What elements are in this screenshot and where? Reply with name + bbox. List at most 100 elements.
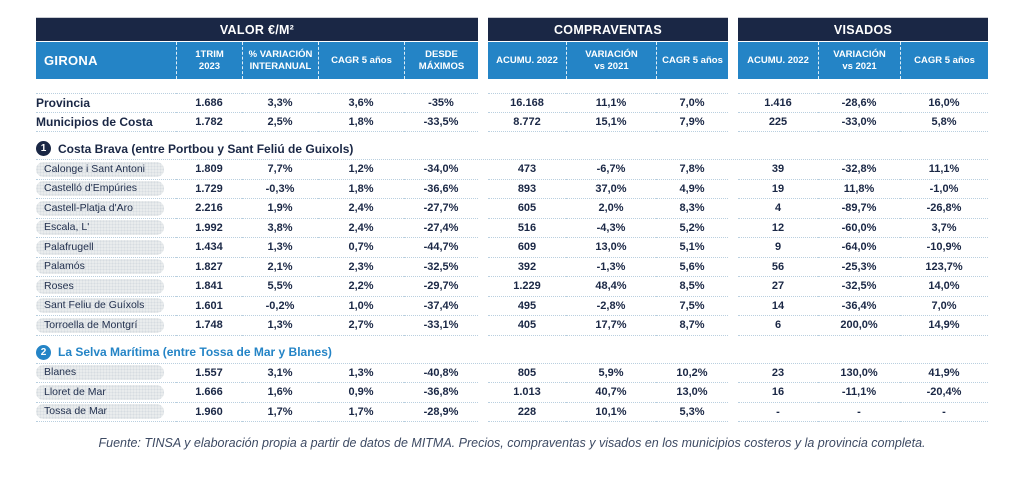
group-gap xyxy=(728,199,738,219)
cell-visados-2: 5,8% xyxy=(900,113,988,132)
cell-valor-3: -29,7% xyxy=(404,277,478,297)
cell-compraventas-1: -4,3% xyxy=(566,219,656,238)
cell-valor-1: 1,3% xyxy=(242,316,318,336)
cell-valor-1: 3,1% xyxy=(242,364,318,383)
cell-compraventas-0: 495 xyxy=(488,297,566,316)
cell-compraventas-0: 16.168 xyxy=(488,93,566,113)
cell-compraventas-2: 7,8% xyxy=(656,160,728,180)
cell-compraventas-2: 7,5% xyxy=(656,297,728,316)
cell-visados-0: 27 xyxy=(738,277,818,297)
cell-compraventas-2: 8,3% xyxy=(656,199,728,219)
municipality-pill: Calonge i Sant Antoni xyxy=(36,161,164,177)
cell-valor-3: -34,0% xyxy=(404,160,478,180)
cell-compraventas-2: 5,2% xyxy=(656,219,728,238)
municipality-pill: Castelló d'Empúries xyxy=(36,181,164,197)
section-title: Costa Brava (entre Portbou y Sant Feliú … xyxy=(58,141,354,156)
cell-visados-1: - xyxy=(818,403,900,422)
cell-compraventas-2: 13,0% xyxy=(656,383,728,403)
row-label: Sant Feliu de Guíxols xyxy=(36,297,176,316)
cell-compraventas-1: 40,7% xyxy=(566,383,656,403)
group-gap xyxy=(728,112,738,132)
cell-compraventas-1: -2,8% xyxy=(566,297,656,316)
cell-valor-2: 1,8% xyxy=(318,113,404,132)
cell-valor-3: -36,8% xyxy=(404,383,478,403)
group-header-visados: VISADOS xyxy=(738,17,988,41)
cell-valor-1: 1,6% xyxy=(242,383,318,403)
cell-compraventas-2: 5,3% xyxy=(656,403,728,422)
cell-compraventas-0: 228 xyxy=(488,403,566,422)
cell-compraventas-2: 8,5% xyxy=(656,277,728,297)
cell-compraventas-1: -1,3% xyxy=(566,258,656,277)
cell-visados-1: -33,0% xyxy=(818,113,900,132)
cell-valor-3: -33,1% xyxy=(404,316,478,336)
cell-compraventas-1: 13,0% xyxy=(566,238,656,258)
column-header-1trim-2023: 1TRIM 2023 xyxy=(176,42,242,79)
cell-visados-1: -60,0% xyxy=(818,219,900,238)
municipality-pill: Palamós xyxy=(36,259,164,275)
cell-visados-2: 14,0% xyxy=(900,277,988,297)
cell-compraventas-0: 605 xyxy=(488,199,566,219)
cell-valor-0: 1.686 xyxy=(176,93,242,113)
cell-visados-0: 16 xyxy=(738,383,818,403)
group-gap xyxy=(728,316,738,336)
row-label: Roses xyxy=(36,277,176,297)
cell-valor-0: 1.601 xyxy=(176,297,242,316)
group-gap xyxy=(728,93,738,113)
cell-compraventas-2: 7,0% xyxy=(656,93,728,113)
cell-visados-0: 56 xyxy=(738,258,818,277)
cell-valor-0: 1.434 xyxy=(176,238,242,258)
row-label: Blanes xyxy=(36,364,176,383)
group-gap xyxy=(728,17,738,41)
municipality-pill: Blanes xyxy=(36,365,164,381)
cell-visados-2: 41,9% xyxy=(900,364,988,383)
cell-valor-0: 2.216 xyxy=(176,199,242,219)
cell-valor-2: 1,8% xyxy=(318,180,404,199)
cell-compraventas-1: 37,0% xyxy=(566,180,656,199)
row-label: Lloret de Mar xyxy=(36,383,176,403)
cell-visados-2: 7,0% xyxy=(900,297,988,316)
section-header: 1 Costa Brava (entre Portbou y Sant Feliú… xyxy=(36,140,988,160)
cell-compraventas-0: 1.013 xyxy=(488,383,566,403)
row-label: Escala, L' xyxy=(36,219,176,238)
group-gap xyxy=(478,402,488,422)
cell-visados-0: 4 xyxy=(738,199,818,219)
cell-compraventas-0: 893 xyxy=(488,180,566,199)
group-gap xyxy=(478,218,488,238)
cell-valor-1: 3,8% xyxy=(242,219,318,238)
cell-valor-2: 2,4% xyxy=(318,219,404,238)
row-label: Torroella de Montgrí xyxy=(36,316,176,336)
cell-valor-1: 5,5% xyxy=(242,277,318,297)
group-gap xyxy=(478,383,488,403)
cell-visados-0: 23 xyxy=(738,364,818,383)
municipality-pill: Palafrugell xyxy=(36,239,164,255)
cell-visados-1: -32,8% xyxy=(818,160,900,180)
row-label: Calonge i Sant Antoni xyxy=(36,160,176,180)
group-gap xyxy=(728,218,738,238)
cell-compraventas-2: 5,6% xyxy=(656,258,728,277)
cell-compraventas-2: 5,1% xyxy=(656,238,728,258)
table-row: Castell-Platja d'Aro 2.216 1,9% 2,4% -27,7% 6… xyxy=(36,199,988,219)
cell-compraventas-1: 2,0% xyxy=(566,199,656,219)
cell-valor-0: 1.782 xyxy=(176,113,242,132)
group-gap xyxy=(478,257,488,277)
cell-valor-3: -33,5% xyxy=(404,113,478,132)
cell-compraventas-1: 10,1% xyxy=(566,403,656,422)
row-label: Castelló d'Empúries xyxy=(36,180,176,199)
cell-visados-1: 130,0% xyxy=(818,364,900,383)
cell-compraventas-0: 516 xyxy=(488,219,566,238)
group-gap xyxy=(728,277,738,297)
section-number-badge: 2 xyxy=(36,344,51,360)
cell-visados-1: -89,7% xyxy=(818,199,900,219)
municipality-pill: Tossa de Mar xyxy=(36,404,164,420)
cell-visados-2: -20,4% xyxy=(900,383,988,403)
cell-visados-2: 123,7% xyxy=(900,258,988,277)
cell-visados-0: 12 xyxy=(738,219,818,238)
cell-compraventas-0: 8.772 xyxy=(488,113,566,132)
table-row: Escala, L' 1.992 3,8% 2,4% -27,4% 516 -4,3% 5,2… xyxy=(36,218,988,238)
table-row: Lloret de Mar 1.666 1,6% 0,9% -36,8% 1.013 40,… xyxy=(36,383,988,403)
cell-compraventas-2: 10,2% xyxy=(656,364,728,383)
municipality-pill: Castell-Platja d'Aro xyxy=(36,200,164,216)
column-header-row: GIRONA 1TRIM 2023 % VARIACIÓN INTERANUAL… xyxy=(36,42,988,79)
cell-valor-0: 1.992 xyxy=(176,219,242,238)
cell-valor-0: 1.827 xyxy=(176,258,242,277)
